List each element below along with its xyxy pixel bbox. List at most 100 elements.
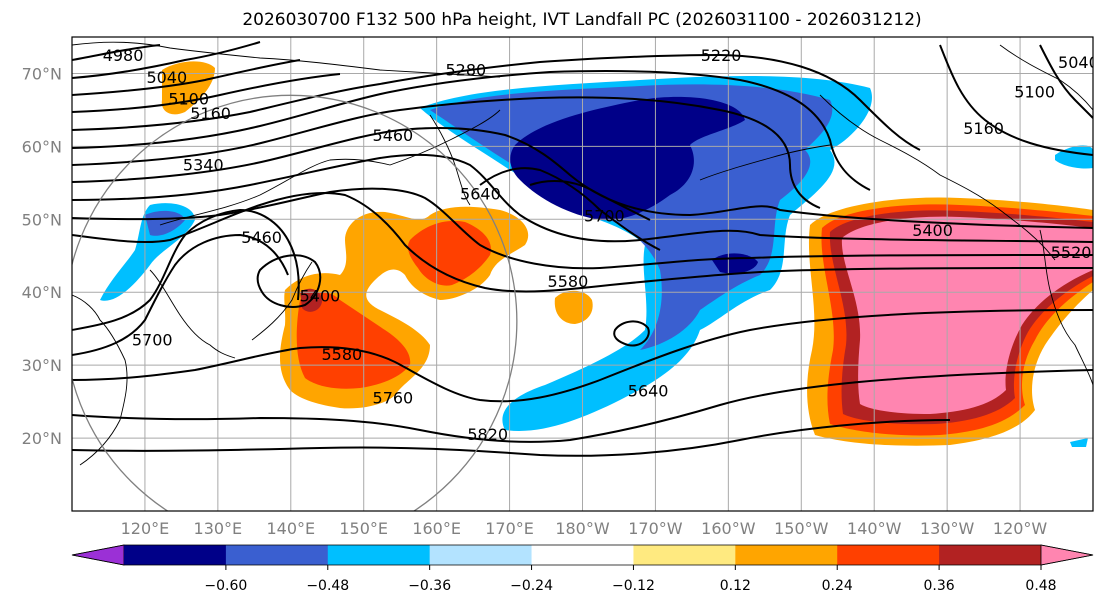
lon-tick-label: 140°E	[266, 519, 315, 538]
colorbar-tick-label: 0.24	[822, 578, 853, 594]
coastline-northamerica-west	[1039, 229, 1093, 386]
longitude-labels: 120°E 130°E 140°E 150°E 160°E 170°E 180°W 170°W…	[121, 519, 1048, 538]
colorbar-outline	[71, 544, 1094, 566]
colorbar-segment	[837, 545, 940, 565]
contour-label: 5160	[190, 104, 231, 123]
contour-label: 5460	[373, 126, 414, 145]
contour-label: 5040	[146, 68, 187, 87]
colorbar-tick-label: −0.60	[204, 578, 247, 594]
colorbar-extend-min	[71, 544, 125, 566]
contour-label: 5340	[183, 155, 224, 174]
contour-label: 5700	[584, 206, 625, 225]
contour-4980	[72, 44, 161, 61]
contour-label: 5100	[168, 90, 209, 109]
contour-5340	[72, 96, 821, 209]
contour-ne-5100	[1039, 44, 1093, 119]
colorbar-segment	[531, 545, 634, 565]
contour-5580	[72, 192, 1093, 293]
ivt-shading	[100, 61, 1093, 447]
contour-5400	[72, 126, 1093, 229]
lon-tick-label: 150°E	[339, 519, 388, 538]
colorbar-tick-label: −0.48	[306, 578, 349, 594]
lon-tick-label: 140°W	[847, 519, 902, 538]
colorbar-tick-label: −0.12	[612, 578, 655, 594]
coastline-siberia	[159, 109, 501, 226]
colorbar-tick-label: −0.24	[510, 578, 553, 594]
contour-label: 5580	[548, 272, 589, 291]
contour-label: 5640	[460, 184, 501, 203]
contour-5700-north	[529, 180, 651, 221]
lat-tick-label: 20°N	[22, 429, 62, 448]
contour-labels: 4980504051005160534054605280522051605100…	[103, 46, 1099, 444]
contour-5040	[72, 41, 261, 79]
lon-tick-label: 130°W	[920, 519, 975, 538]
contour-label: 5580	[321, 345, 362, 364]
colorbar-tick-label: −0.36	[408, 578, 451, 594]
contour-label: 4980	[103, 46, 144, 65]
colorbar-segment	[124, 545, 227, 565]
coastline-aleutians	[699, 144, 831, 181]
colorbar-segment	[225, 545, 329, 565]
contour-5280	[72, 69, 871, 191]
contour-label: 5400	[300, 287, 341, 306]
contour-5640	[72, 208, 300, 331]
ivt-negative-navy-northpacific	[510, 96, 745, 221]
contour-label: 5640	[628, 381, 669, 400]
lon-tick-label: 160°W	[701, 519, 756, 538]
lat-tick-label: 60°N	[22, 137, 62, 156]
contour-label: 5100	[1014, 82, 1055, 101]
colorbar: −0.60 −0.48 −0.36 −0.24 −0.12 0.12 0.24 0.36 0.4…	[71, 544, 1094, 594]
ivt-positive-orange-okhotsk	[161, 61, 215, 115]
coastline-korea-china	[149, 269, 236, 359]
contour-label: 5400	[912, 221, 953, 240]
contour-label: 5280	[445, 60, 486, 79]
contour-label: 5220	[701, 46, 742, 65]
height-contours	[72, 41, 1093, 457]
contour-5820	[72, 369, 1093, 443]
colorbar-segment	[939, 545, 1042, 565]
lon-tick-label: 120°E	[121, 519, 170, 538]
contour-label: 5520	[1051, 243, 1092, 262]
range-circle	[72, 94, 518, 511]
contour-5520	[72, 187, 1093, 270]
contour-5460	[72, 153, 1093, 243]
coastline-alaska	[819, 94, 1056, 261]
contour-5100	[72, 59, 301, 96]
contour-5220	[72, 53, 921, 151]
colorbar-segment	[633, 545, 736, 565]
contour-5760	[72, 309, 1093, 403]
coastline-asia	[72, 294, 128, 466]
colorbar-segment	[327, 545, 431, 565]
latitude-labels: 70°N 60°N 50°N 40°N 30°N 20°N	[22, 64, 62, 448]
colorbar-tick-label: 0.36	[924, 578, 955, 594]
colorbar-segment	[735, 545, 838, 565]
contour-label: 5760	[373, 389, 414, 408]
lon-tick-label: 170°W	[628, 519, 683, 538]
lon-tick-label: 130°E	[194, 519, 243, 538]
lon-tick-label: 170°E	[485, 519, 534, 538]
contour-label: 5460	[241, 228, 282, 247]
contour-5700-cutoff	[613, 320, 650, 347]
lat-tick-label: 40°N	[22, 283, 62, 302]
ivt-positive-orange-kamchatka	[554, 290, 593, 324]
lon-tick-label: 160°E	[412, 519, 461, 538]
contour-5880	[72, 419, 951, 457]
colorbar-tick-label: 0.48	[1025, 578, 1056, 594]
contour-ne-5160	[939, 44, 1093, 156]
lat-tick-label: 50°N	[22, 210, 62, 229]
figure-title: 2026030700 F132 500 hPa height, IVT Land…	[242, 10, 921, 30]
contour-label: 5820	[467, 425, 508, 444]
lat-tick-label: 30°N	[22, 356, 62, 375]
lat-tick-label: 70°N	[22, 64, 62, 83]
contour-5640-alt	[72, 233, 289, 356]
coastline-kamchatka	[429, 114, 471, 206]
map-panel: 4980504051005160534054605280522051605100…	[71, 36, 1099, 512]
coastline-arctic	[72, 41, 501, 78]
colorbar-segment	[429, 545, 533, 565]
map-frame	[71, 36, 1094, 512]
lon-tick-label: 120°W	[993, 519, 1048, 538]
contour-label: 5040	[1058, 53, 1099, 72]
coastline-japan	[251, 261, 313, 341]
colorbar-tick-label: 0.12	[720, 578, 751, 594]
